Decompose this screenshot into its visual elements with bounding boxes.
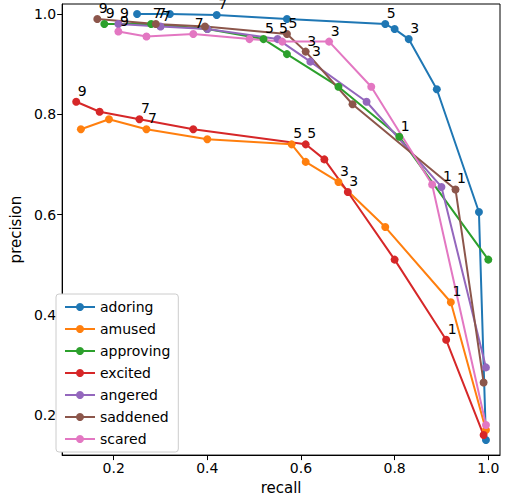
svg-text:angered: angered [100, 387, 158, 403]
svg-text:7: 7 [141, 100, 150, 116]
svg-text:1.0: 1.0 [34, 6, 56, 22]
svg-text:0.2: 0.2 [103, 460, 125, 476]
svg-text:0.4: 0.4 [34, 307, 56, 323]
svg-text:9: 9 [78, 83, 87, 99]
svg-text:0.6: 0.6 [34, 207, 56, 223]
svg-text:7: 7 [218, 0, 227, 12]
svg-text:saddened: saddened [100, 409, 169, 425]
svg-text:precision: precision [7, 196, 25, 264]
svg-text:0.8: 0.8 [34, 106, 56, 122]
svg-text:1.0: 1.0 [477, 460, 499, 476]
svg-text:5: 5 [307, 125, 316, 141]
svg-text:3: 3 [349, 173, 358, 189]
svg-text:9: 9 [105, 5, 115, 21]
svg-text:1: 1 [457, 170, 466, 186]
svg-text:0.2: 0.2 [34, 407, 56, 423]
svg-text:7: 7 [195, 15, 204, 31]
svg-text:amused: amused [100, 321, 156, 337]
svg-text:3: 3 [410, 20, 419, 36]
svg-text:7: 7 [157, 5, 166, 21]
svg-text:7: 7 [148, 110, 157, 127]
svg-text:excited: excited [100, 365, 151, 381]
svg-text:adoring: adoring [100, 299, 153, 315]
svg-text:9: 9 [99, 0, 108, 16]
svg-text:1: 1 [448, 321, 457, 337]
svg-text:3: 3 [340, 163, 349, 179]
svg-text:7: 7 [162, 7, 171, 24]
svg-text:3: 3 [307, 33, 316, 49]
svg-text:1: 1 [443, 168, 452, 184]
svg-text:5: 5 [279, 20, 288, 36]
svg-text:0.4: 0.4 [196, 460, 218, 476]
svg-text:5: 5 [265, 20, 274, 36]
svg-text:0.6: 0.6 [290, 460, 312, 476]
svg-text:1: 1 [452, 283, 461, 299]
svg-text:3: 3 [311, 42, 321, 59]
svg-text:5: 5 [288, 15, 297, 31]
svg-text:3: 3 [331, 23, 340, 39]
svg-text:5: 5 [293, 125, 302, 141]
svg-text:recall: recall [261, 479, 302, 497]
svg-text:0.8: 0.8 [384, 460, 406, 476]
svg-text:approving: approving [100, 343, 170, 359]
svg-text:9: 9 [120, 13, 129, 29]
svg-text:5: 5 [387, 5, 396, 21]
svg-text:scared: scared [100, 431, 147, 447]
svg-text:1: 1 [401, 118, 410, 134]
